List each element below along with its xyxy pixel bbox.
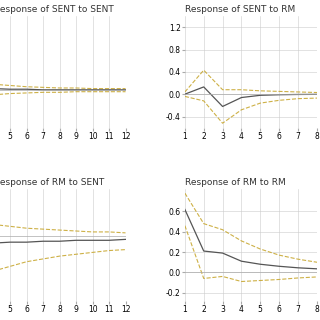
Text: Response of RM to RM: Response of RM to RM [185,178,286,187]
Text: Response of RM to SENT: Response of RM to SENT [0,178,104,187]
Text: Response of SENT to SENT: Response of SENT to SENT [0,5,113,14]
Text: Response of SENT to RM: Response of SENT to RM [185,5,295,14]
